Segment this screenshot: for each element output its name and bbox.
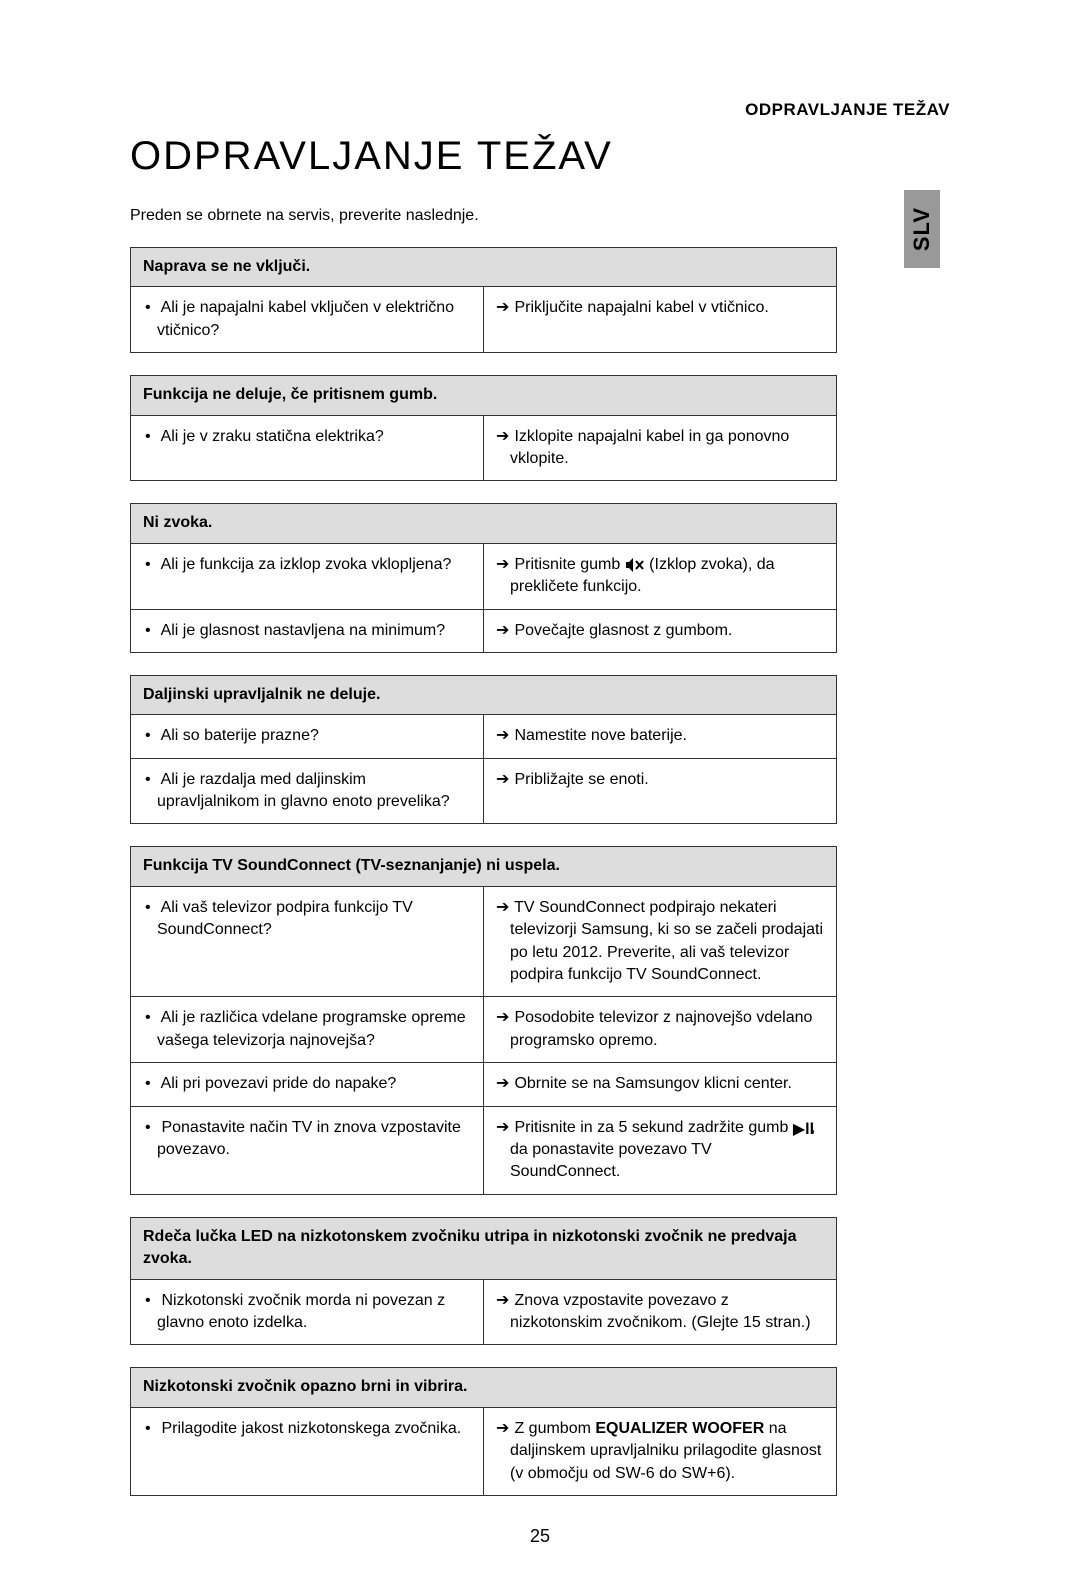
answer-cell: ➔ Izklopite napajalni kabel in ga ponovn…	[484, 415, 837, 481]
arrow-icon: ➔	[496, 1117, 510, 1139]
troubleshooting-table: Nizkotonski zvočnik opazno brni in vibri…	[130, 1367, 837, 1496]
question-cell: • Ali je napajalni kabel vključen v elek…	[131, 287, 484, 353]
question-cell: • Ali so baterije prazne?	[131, 715, 484, 758]
play-pause-icon: ▶ll	[793, 1119, 811, 1135]
troubleshooting-table: Funkcija ne deluje, če pritisnem gumb.• …	[130, 375, 837, 481]
answer-cell: ➔ Priključite napajalni kabel v vtičnico…	[484, 287, 837, 353]
question-cell: • Ali je razdalja med daljinskim upravlj…	[131, 758, 484, 824]
question-cell: • Prilagodite jakost nizkotonskega zvočn…	[131, 1407, 484, 1495]
arrow-icon: ➔	[496, 1007, 510, 1029]
question-cell: • Ali vaš televizor podpira funkcijo TV …	[131, 886, 484, 997]
arrow-icon: ➔	[496, 426, 510, 448]
answer-cell: ➔ Pritisnite in za 5 sekund zadržite gum…	[484, 1106, 837, 1194]
arrow-icon: ➔	[496, 1418, 510, 1440]
answer-cell: ➔ Pritisnite gumb (Izklop zvoka), da pre…	[484, 543, 837, 609]
arrow-icon: ➔	[496, 620, 510, 642]
answer-cell: ➔ Namestite nove baterije.	[484, 715, 837, 758]
answer-cell: ➔ TV SoundConnect podpirajo nekateri tel…	[484, 886, 837, 997]
arrow-icon: ➔	[496, 769, 510, 791]
answer-cell: ➔ Z gumbom EQUALIZER WOOFER na daljinske…	[484, 1407, 837, 1495]
page-number: 25	[130, 1526, 950, 1547]
mute-icon	[625, 557, 645, 573]
troubleshooting-table: Funkcija TV SoundConnect (TV-seznanjanje…	[130, 846, 837, 1194]
page-title: ODPRAVLJANJE TEŽAV	[130, 134, 950, 179]
language-tab: SLV	[904, 190, 940, 268]
troubleshooting-table: Ni zvoka.• Ali je funkcija za izklop zvo…	[130, 503, 837, 653]
question-cell: • Ali je različica vdelane programske op…	[131, 997, 484, 1063]
question-cell: • Ali je v zraku statična elektrika?	[131, 415, 484, 481]
troubleshooting-table: Naprava se ne vključi.• Ali je napajalni…	[130, 247, 837, 353]
arrow-icon: ➔	[496, 897, 510, 919]
question-cell: • Ali je glasnost nastavljena na minimum…	[131, 609, 484, 652]
troubleshooting-table: Rdeča lučka LED na nizkotonskem zvočniku…	[130, 1217, 837, 1346]
answer-cell: ➔ Znova vzpostavite povezavo z nizkotons…	[484, 1279, 837, 1345]
arrow-icon: ➔	[496, 1073, 510, 1095]
intro-text: Preden se obrnete na servis, preverite n…	[130, 207, 950, 225]
section-label: ODPRAVLJANJE TEŽAV	[130, 100, 950, 120]
language-tab-label: SLV	[909, 207, 935, 251]
section-header: Ni zvoka.	[131, 504, 837, 543]
arrow-icon: ➔	[496, 1290, 510, 1312]
answer-cell: ➔ Obrnite se na Samsungov klicni center.	[484, 1063, 837, 1106]
troubleshooting-sections: Naprava se ne vključi.• Ali je napajalni…	[130, 247, 950, 1496]
answer-cell: ➔ Približajte se enoti.	[484, 758, 837, 824]
answer-cell: ➔ Posodobite televizor z najnovejšo vdel…	[484, 997, 837, 1063]
question-cell: • Ali je funkcija za izklop zvoka vklopl…	[131, 543, 484, 609]
troubleshooting-table: Daljinski upravljalnik ne deluje.• Ali s…	[130, 675, 837, 825]
section-header: Funkcija ne deluje, če pritisnem gumb.	[131, 376, 837, 415]
section-header: Funkcija TV SoundConnect (TV-seznanjanje…	[131, 847, 837, 886]
section-header: Rdeča lučka LED na nizkotonskem zvočniku…	[131, 1217, 837, 1279]
arrow-icon: ➔	[496, 554, 510, 576]
section-header: Nizkotonski zvočnik opazno brni in vibri…	[131, 1368, 837, 1407]
arrow-icon: ➔	[496, 725, 510, 747]
question-cell: • Ali pri povezavi pride do napake?	[131, 1063, 484, 1106]
question-cell: • Nizkotonski zvočnik morda ni povezan z…	[131, 1279, 484, 1345]
arrow-icon: ➔	[496, 297, 510, 319]
section-header: Daljinski upravljalnik ne deluje.	[131, 675, 837, 714]
answer-cell: ➔ Povečajte glasnost z gumbom.	[484, 609, 837, 652]
question-cell: • Ponastavite način TV in znova vzpostav…	[131, 1106, 484, 1194]
section-header: Naprava se ne vključi.	[131, 248, 837, 287]
